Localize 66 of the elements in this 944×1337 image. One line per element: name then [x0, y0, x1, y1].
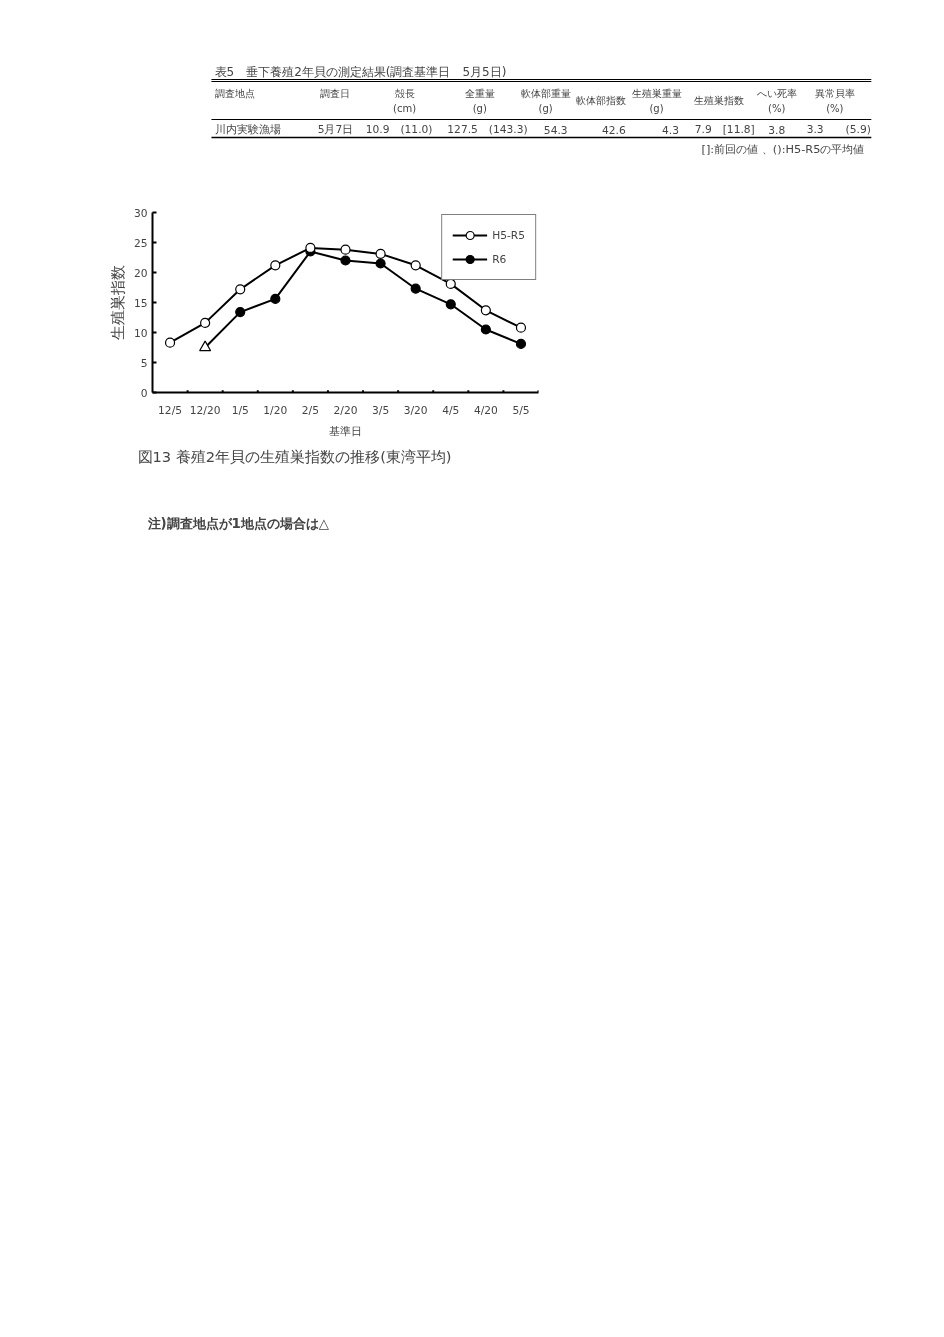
- category-label: 全重量 (g): [464, 88, 495, 114]
- y-axis-title: 生殖巣指数: [108, 265, 126, 340]
- point: [164, 337, 176, 348]
- point: [305, 242, 316, 253]
- x-tick-label: 3/20: [403, 403, 428, 417]
- category-label: へい死率 (%): [756, 88, 797, 114]
- x-tick-label: 1/20: [263, 403, 288, 417]
- text: 7.9 [11.8]: [694, 123, 755, 136]
- y-tick-label: 10: [133, 326, 148, 340]
- point: [445, 278, 456, 289]
- text: 5月7日: [317, 123, 354, 136]
- category-label: 軟体部指数: [575, 95, 626, 106]
- category-label: 軟体部重量 (g): [520, 88, 571, 114]
- text: 54.3: [543, 123, 568, 137]
- y-tick-label: 5: [140, 356, 148, 370]
- point: [270, 293, 281, 304]
- category-label: 異常貝率 (%): [814, 88, 855, 114]
- text: 42.6: [602, 123, 626, 137]
- point: [270, 260, 281, 271]
- text: []:前回の値 、():H5-R5の平均値: [701, 141, 865, 156]
- text: 10.9 (11.0): [365, 123, 433, 136]
- category-label: 殻長 (cm): [392, 88, 417, 114]
- x-tick-label: 3/5: [372, 403, 390, 417]
- point: [515, 338, 527, 349]
- x-axis-title: 基準日: [329, 424, 362, 438]
- point: [235, 307, 246, 318]
- category-label: 生殖巣指数: [694, 95, 745, 106]
- y-tick-label: 30: [133, 206, 148, 220]
- text: 図13 養殖2年貝の生殖巣指数の推移(東湾平均): [137, 447, 452, 465]
- y-tick-label: 25: [133, 236, 148, 250]
- category-label: 調査日: [319, 88, 350, 99]
- text: 表5 垂下養殖2年貝の測定結果(調査基準日 5月5日): [214, 64, 507, 79]
- point: [199, 340, 212, 352]
- text: 3.8: [768, 123, 786, 137]
- x-tick-label: 2/20: [333, 403, 358, 417]
- point: [410, 260, 421, 271]
- x-tick-label: 4/20: [473, 403, 499, 417]
- x-tick-label: 12/5: [158, 403, 183, 417]
- point: [375, 258, 386, 269]
- x-tick-label: 1/5: [231, 403, 249, 417]
- point: [200, 317, 211, 328]
- category-label: 生殖巣重量 (g): [631, 88, 682, 114]
- point: [235, 284, 246, 295]
- point: [445, 299, 456, 310]
- y-tick-label: 15: [133, 296, 148, 310]
- text: 3.3 (5.9): [806, 123, 871, 136]
- point: [375, 248, 386, 259]
- point: [410, 283, 421, 294]
- y-tick-label: 20: [133, 266, 148, 280]
- legend-label: R6: [492, 252, 508, 266]
- point: [480, 324, 491, 335]
- x-tick-label: 4/5: [442, 403, 460, 417]
- legend-label: H5-R5: [492, 228, 525, 242]
- x-tick-label: 5/5: [512, 403, 530, 417]
- x-tick-label: 12/20: [189, 403, 221, 417]
- text: 4.3: [662, 123, 679, 137]
- y-tick-label: 0: [140, 386, 148, 400]
- point: [340, 244, 351, 255]
- text: 127.5 (143.3): [447, 123, 528, 136]
- category-label: 調査地点: [214, 88, 255, 99]
- text: 注)調査地点が1地点の場合は△: [146, 515, 330, 531]
- point: [480, 305, 491, 316]
- x-tick-label: 2/5: [301, 403, 319, 417]
- text: 川内実験漁場: [214, 123, 281, 136]
- point: [515, 322, 527, 333]
- point: [340, 255, 351, 266]
